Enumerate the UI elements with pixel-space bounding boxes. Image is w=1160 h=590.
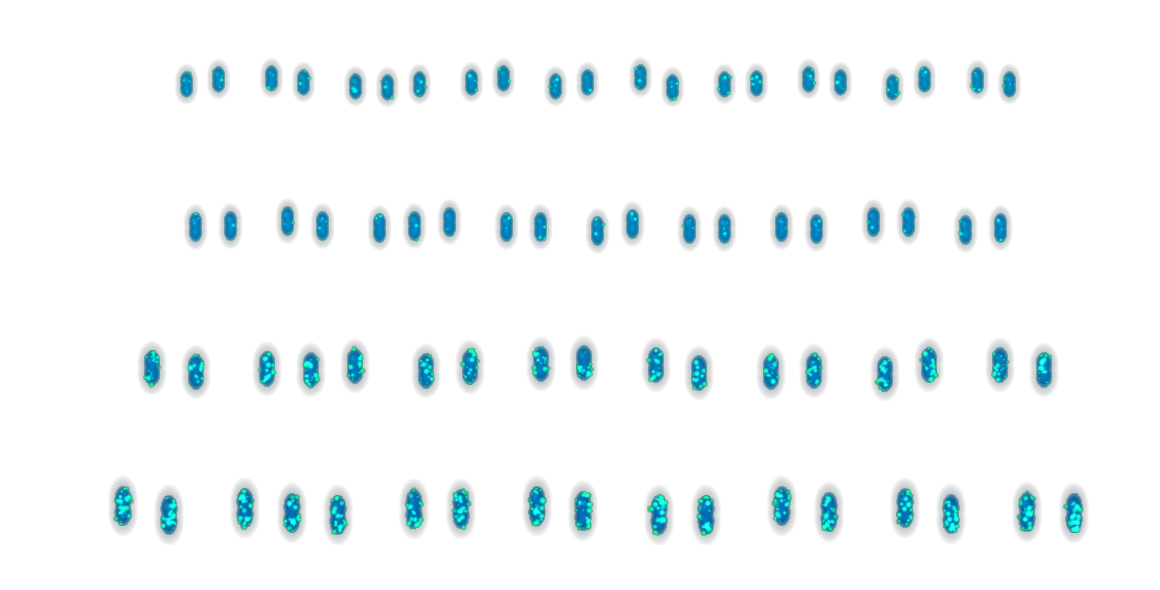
- Text: C: C: [71, 310, 87, 330]
- Text: B: B: [71, 167, 88, 187]
- Text: A: A: [71, 24, 88, 44]
- Text: D: D: [71, 452, 89, 472]
